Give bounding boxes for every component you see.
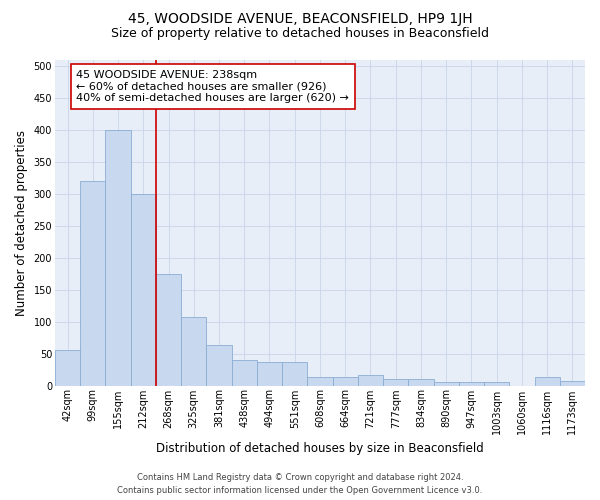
Bar bbox=[358, 374, 383, 386]
Text: Contains HM Land Registry data © Crown copyright and database right 2024.
Contai: Contains HM Land Registry data © Crown c… bbox=[118, 473, 482, 495]
Bar bbox=[307, 377, 332, 386]
Bar bbox=[459, 382, 484, 386]
Bar bbox=[80, 182, 106, 386]
Bar bbox=[106, 130, 131, 386]
Text: Size of property relative to detached houses in Beaconsfield: Size of property relative to detached ho… bbox=[111, 28, 489, 40]
Bar bbox=[257, 362, 282, 386]
Text: 45, WOODSIDE AVENUE, BEACONSFIELD, HP9 1JH: 45, WOODSIDE AVENUE, BEACONSFIELD, HP9 1… bbox=[128, 12, 472, 26]
Bar bbox=[181, 316, 206, 386]
Bar bbox=[206, 346, 232, 386]
Bar bbox=[55, 350, 80, 386]
Bar bbox=[383, 379, 409, 386]
Text: 45 WOODSIDE AVENUE: 238sqm
← 60% of detached houses are smaller (926)
40% of sem: 45 WOODSIDE AVENUE: 238sqm ← 60% of deta… bbox=[76, 70, 349, 103]
Bar bbox=[434, 382, 459, 386]
Y-axis label: Number of detached properties: Number of detached properties bbox=[15, 130, 28, 316]
Bar bbox=[282, 362, 307, 386]
Bar bbox=[409, 379, 434, 386]
Bar bbox=[232, 360, 257, 386]
X-axis label: Distribution of detached houses by size in Beaconsfield: Distribution of detached houses by size … bbox=[156, 442, 484, 455]
Bar bbox=[484, 382, 509, 386]
Bar bbox=[131, 194, 156, 386]
Bar bbox=[535, 377, 560, 386]
Bar bbox=[560, 381, 585, 386]
Bar bbox=[156, 274, 181, 386]
Bar bbox=[332, 377, 358, 386]
